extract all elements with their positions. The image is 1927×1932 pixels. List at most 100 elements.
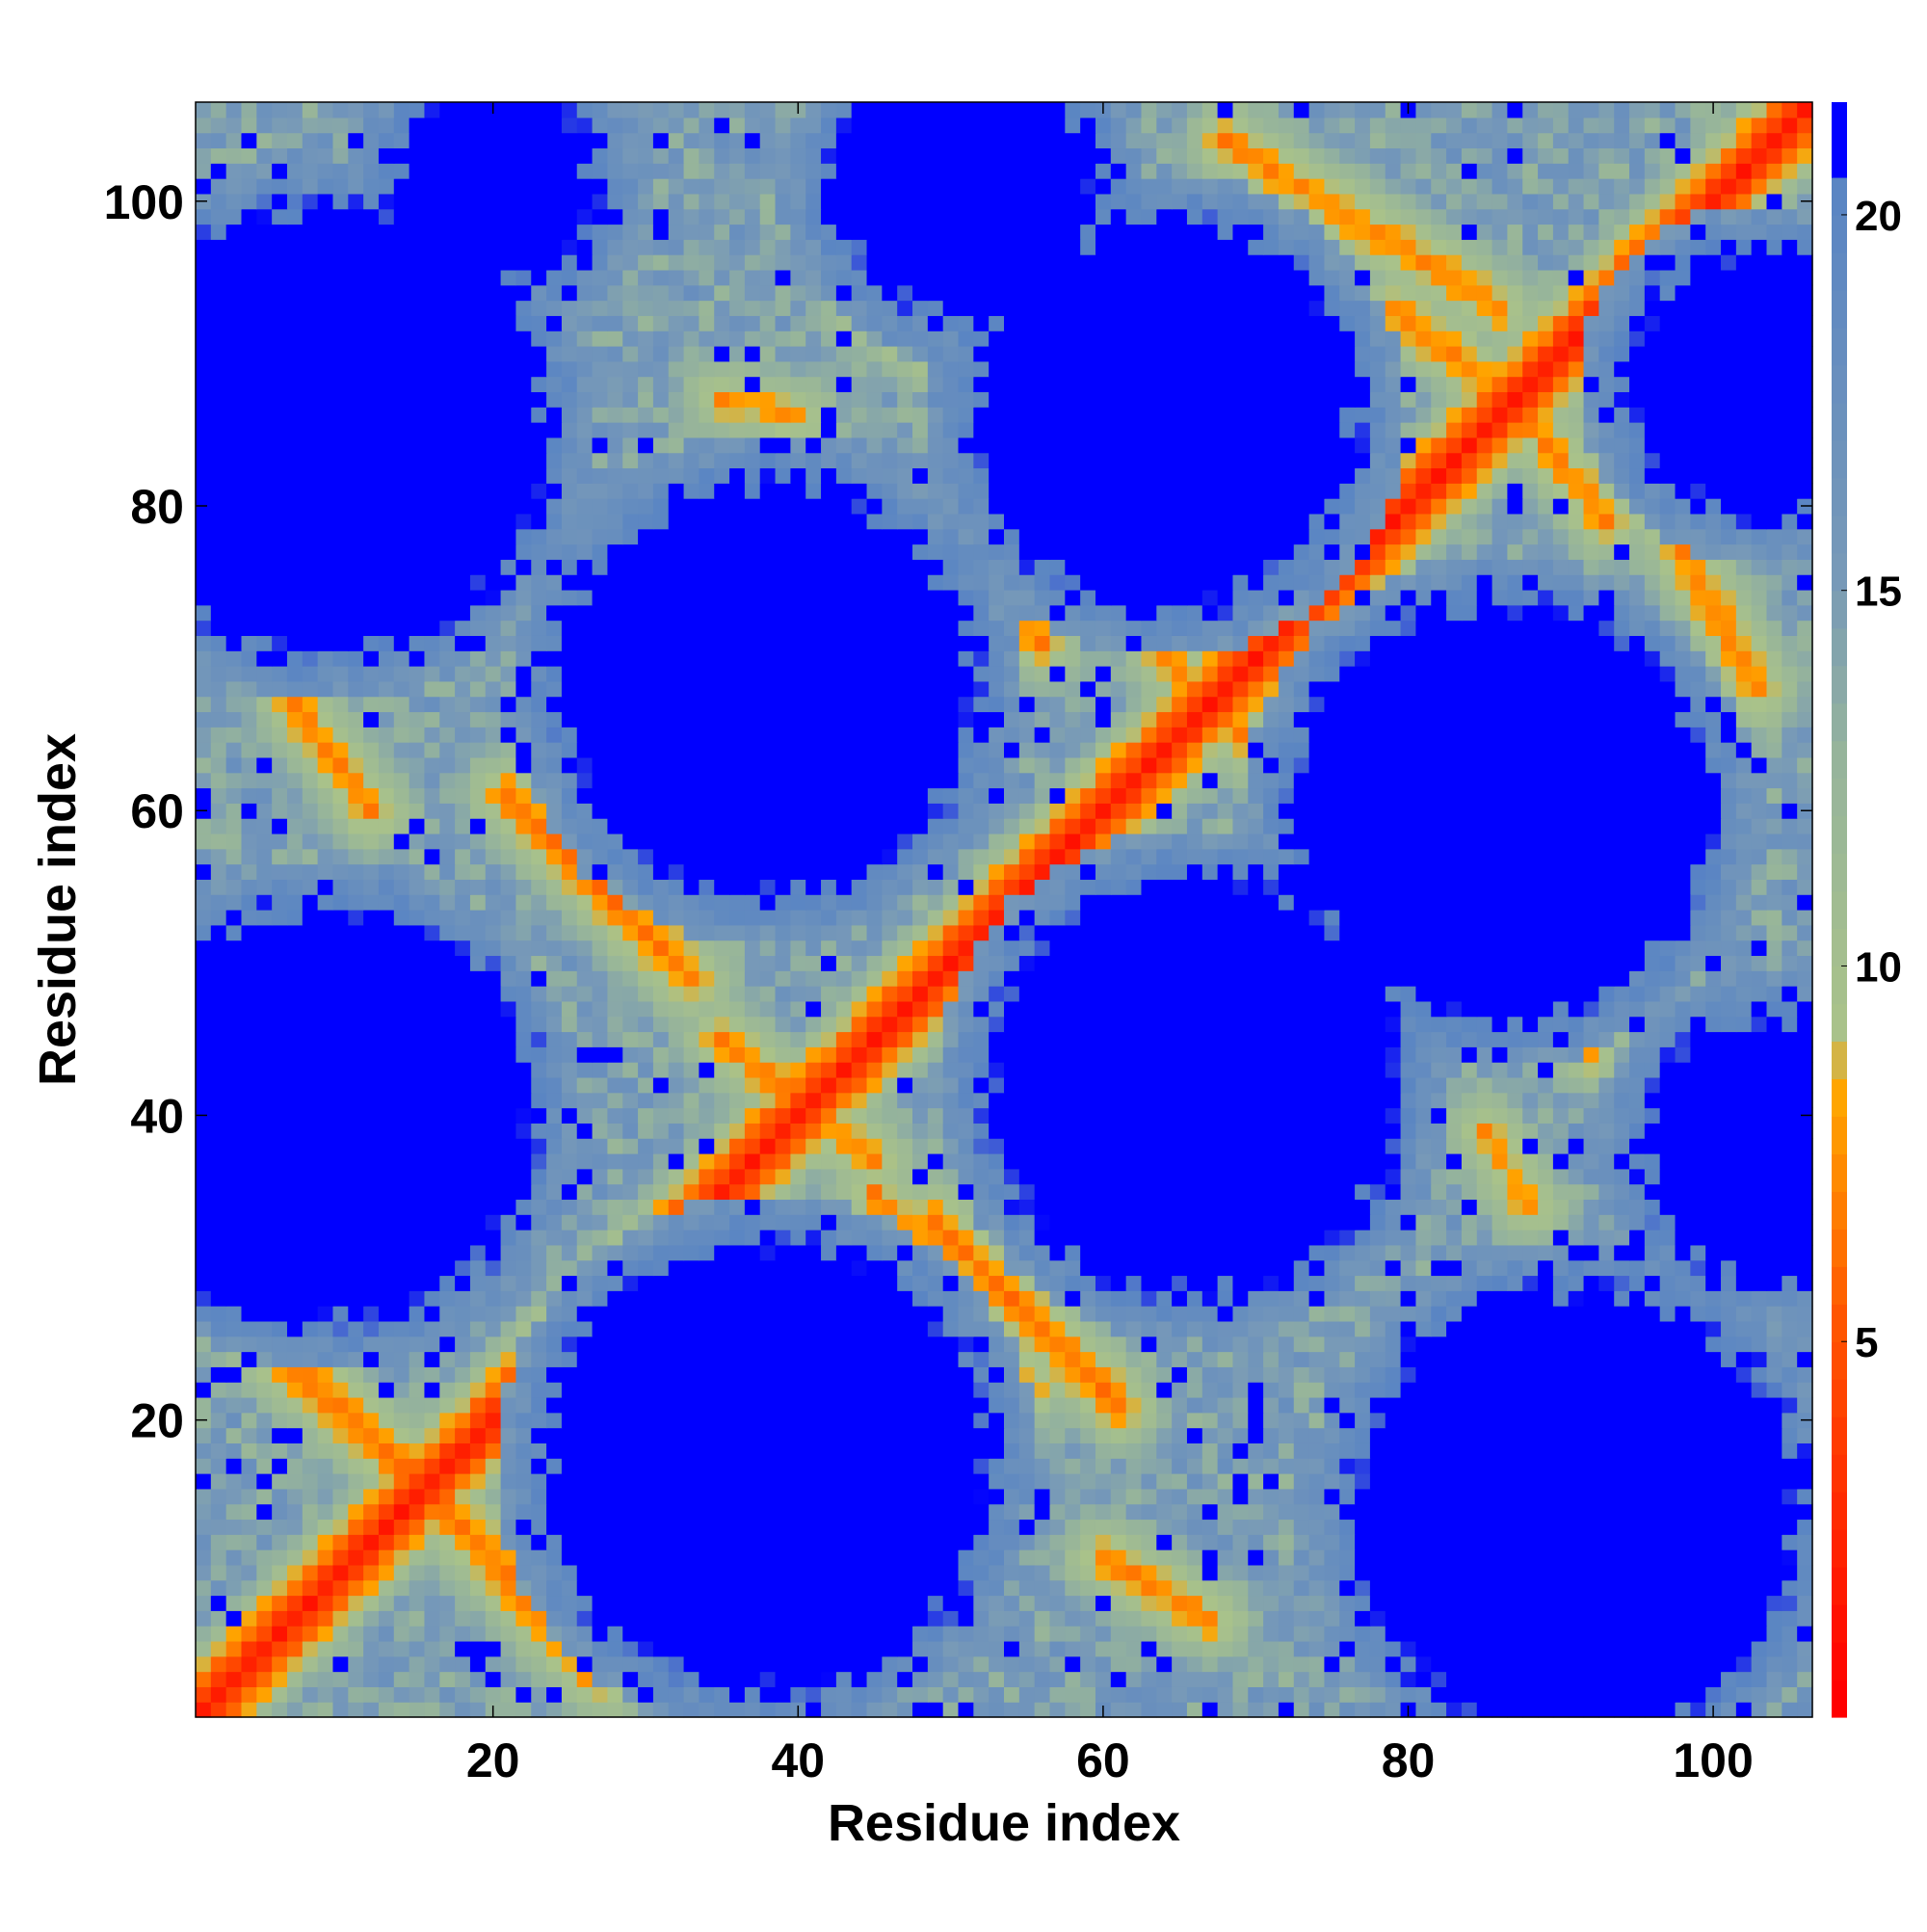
- heatmap-cell: [1201, 1686, 1219, 1703]
- heatmap-cell: [561, 1259, 578, 1277]
- heatmap-cell: [363, 1336, 380, 1353]
- heatmap-cell: [1629, 1062, 1646, 1078]
- heatmap-cell: [835, 1655, 853, 1673]
- heatmap-cell: [1507, 1092, 1523, 1109]
- heatmap-cell: [500, 1473, 517, 1490]
- heatmap-cell: [668, 1259, 685, 1277]
- heatmap-cell: [1125, 1626, 1143, 1642]
- heatmap-cell: [1491, 1183, 1508, 1201]
- heatmap-cell: [1065, 1244, 1081, 1261]
- heatmap-cell: [531, 1152, 547, 1170]
- heatmap-cell: [1339, 1579, 1356, 1597]
- heatmap-cell: [485, 1549, 502, 1566]
- heatmap-cell: [1186, 1076, 1203, 1094]
- heatmap-cell: [1552, 1000, 1570, 1018]
- heatmap-cell: [1797, 1473, 1813, 1490]
- heatmap-cell: [699, 1655, 715, 1673]
- heatmap-cell: [638, 1366, 654, 1383]
- heatmap-cell: [1141, 1259, 1157, 1277]
- heatmap-cell: [469, 1427, 487, 1443]
- heatmap-cell: [225, 1046, 243, 1063]
- heatmap-cell: [1293, 1062, 1310, 1078]
- heatmap-cell: [256, 1702, 273, 1718]
- heatmap-cell: [424, 1320, 440, 1337]
- heatmap-cell: [1263, 1183, 1280, 1201]
- heatmap-cell: [958, 1549, 974, 1566]
- heatmap-cell: [1598, 1031, 1615, 1047]
- heatmap-cell: [1355, 1076, 1371, 1094]
- heatmap-cell: [821, 1214, 837, 1231]
- heatmap-cell: [821, 1579, 837, 1597]
- heatmap-cell: [1705, 1016, 1722, 1033]
- heatmap-cell: [1232, 1458, 1249, 1474]
- heatmap-cell: [775, 1655, 791, 1673]
- heatmap-cell: [225, 1686, 243, 1703]
- heatmap-cell: [363, 1702, 380, 1718]
- heatmap-cell: [1782, 1031, 1798, 1047]
- heatmap-cell: [942, 1702, 960, 1718]
- heatmap-cell: [439, 1306, 456, 1322]
- heatmap-cell: [561, 1214, 578, 1231]
- heatmap-cell: [652, 1336, 670, 1353]
- heatmap-cell: [1659, 1686, 1676, 1703]
- heatmap-cell: [805, 1336, 822, 1353]
- heatmap-cell: [561, 1412, 578, 1429]
- heatmap-cell: [546, 1076, 563, 1094]
- heatmap-cell: [210, 1046, 227, 1063]
- heatmap-cell: [683, 1610, 700, 1627]
- heatmap-cell: [1263, 1595, 1280, 1611]
- heatmap-cell: [332, 1610, 349, 1627]
- heatmap-cell: [1339, 1259, 1356, 1277]
- heatmap-cell: [1355, 1306, 1371, 1322]
- heatmap-cell: [256, 1138, 273, 1154]
- heatmap-cell: [683, 1290, 700, 1307]
- heatmap-cell: [1049, 1199, 1066, 1215]
- heatmap-cell: [699, 1427, 715, 1443]
- heatmap-cell: [1232, 1702, 1249, 1718]
- heatmap-cell: [1355, 1230, 1371, 1246]
- heatmap-cell: [1217, 1427, 1234, 1443]
- heatmap-cell: [927, 1396, 944, 1414]
- heatmap-cell: [882, 1610, 898, 1627]
- heatmap-cell: [469, 1655, 487, 1673]
- heatmap-cell: [1538, 1214, 1554, 1231]
- heatmap-cell: [1201, 1244, 1219, 1261]
- heatmap-cell: [912, 1366, 929, 1383]
- heatmap-cell: [973, 1290, 990, 1307]
- heatmap-cell: [1217, 1275, 1234, 1291]
- heatmap-cell: [714, 1000, 730, 1018]
- heatmap-cell: [790, 1000, 806, 1018]
- heatmap-cell: [714, 1686, 730, 1703]
- heatmap-cell: [652, 1031, 670, 1047]
- heatmap-cell: [546, 1366, 563, 1383]
- heatmap-cell: [759, 1199, 777, 1215]
- heatmap-cell: [638, 1626, 654, 1642]
- heatmap-cell: [546, 1549, 563, 1566]
- heatmap-cell: [729, 1595, 746, 1611]
- heatmap-cell: [1629, 1640, 1646, 1657]
- heatmap-cell: [882, 1214, 898, 1231]
- heatmap-cell: [1065, 1275, 1081, 1291]
- heatmap-cell: [989, 1031, 1005, 1047]
- heatmap-cell: [1735, 1275, 1753, 1291]
- heatmap-cell: [1369, 1442, 1386, 1459]
- heatmap-cell: [1248, 1427, 1264, 1443]
- heatmap-cell: [866, 1427, 883, 1443]
- heatmap-cell: [1172, 1671, 1188, 1687]
- heatmap-cell: [241, 1138, 257, 1154]
- heatmap-cell: [1491, 1640, 1508, 1657]
- heatmap-cell: [759, 1640, 777, 1657]
- heatmap-cell: [714, 1564, 730, 1581]
- heatmap-cell: [1034, 1199, 1051, 1215]
- heatmap-cell: [378, 1062, 395, 1078]
- heatmap-cell: [912, 1152, 929, 1170]
- heatmap-cell: [1263, 1503, 1280, 1521]
- heatmap-cell: [942, 1306, 960, 1322]
- heatmap-cell: [652, 1382, 670, 1398]
- heatmap-cell: [1751, 1062, 1768, 1078]
- heatmap-cell: [1232, 1275, 1249, 1291]
- heatmap-cell: [1476, 1123, 1493, 1139]
- heatmap-cell: [1751, 1320, 1768, 1337]
- heatmap-cell: [1278, 1595, 1295, 1611]
- heatmap-cell: [622, 1259, 639, 1277]
